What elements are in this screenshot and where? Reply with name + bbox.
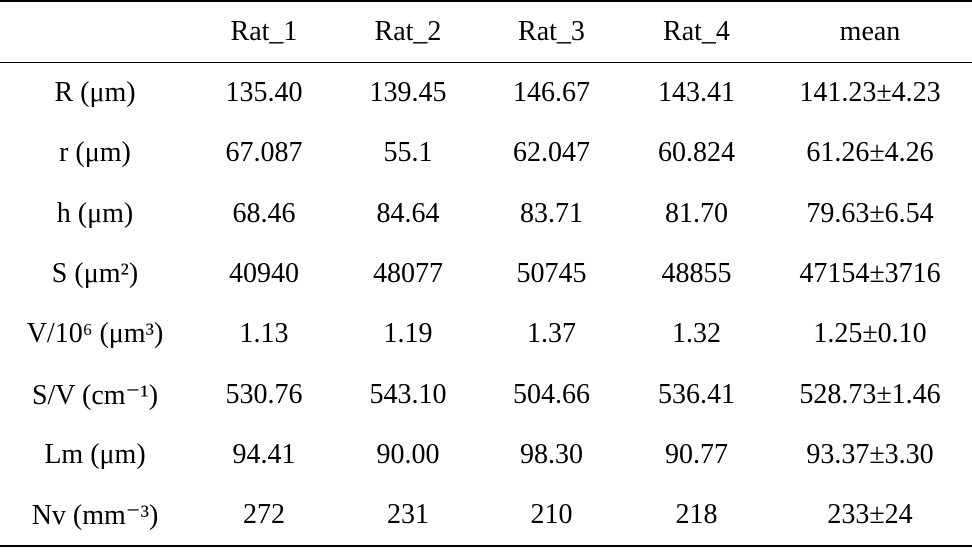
table-cell: 1.13 bbox=[239, 318, 289, 350]
table-cell: 210 bbox=[530, 499, 573, 531]
corner-cell bbox=[0, 1, 190, 63]
table-cell: 1.37 bbox=[527, 318, 576, 350]
table-body: R (μm) 135.40 139.45 146.67 143.41 141.23±4.2… bbox=[0, 63, 972, 547]
table-cell: 218 bbox=[675, 499, 718, 531]
table-row: S (μm²) 40940 48077 50745 48855 47154±3716 bbox=[0, 244, 972, 304]
header-row: Rat_1 Rat_2 Rat_3 Rat_4 mean bbox=[0, 1, 972, 63]
column-header: Rat_1 bbox=[230, 16, 298, 47]
table-row: R (μm) 135.40 139.45 146.67 143.41 141.23±4.2… bbox=[0, 63, 972, 124]
table-cell: 90.00 bbox=[376, 438, 440, 470]
table-cell: 60.824 bbox=[658, 137, 735, 169]
table-cell: 98.30 bbox=[520, 438, 583, 470]
table-cell: 81.70 bbox=[665, 197, 728, 229]
table-cell: 139.45 bbox=[369, 77, 447, 109]
table-cell: 67.087 bbox=[225, 137, 303, 169]
table-cell: 528.73±1.46 bbox=[799, 378, 941, 410]
table-row: h (μm) 68.46 84.64 83.71 81.70 79.63±6.54 bbox=[0, 184, 972, 244]
table-cell: 231 bbox=[387, 499, 429, 531]
table-cell: 83.71 bbox=[520, 197, 583, 229]
column-header: mean bbox=[839, 16, 901, 47]
table-cell: 90.77 bbox=[665, 438, 728, 470]
column-header: Rat_2 bbox=[374, 16, 442, 47]
table-cell: 79.63±6.54 bbox=[806, 197, 934, 229]
table-cell: 50745 bbox=[516, 258, 587, 290]
column-header: Rat_4 bbox=[663, 16, 730, 47]
table-cell: 233±24 bbox=[827, 499, 913, 531]
table-head: Rat_1 Rat_2 Rat_3 Rat_4 mean bbox=[0, 1, 972, 63]
table-cell: 94.41 bbox=[232, 438, 296, 470]
table-cell: 68.46 bbox=[232, 197, 296, 229]
table-cell: 55.1 bbox=[383, 137, 433, 169]
table-cell: 1.25±0.10 bbox=[813, 318, 927, 350]
table-row: Lm (μm) 94.41 90.00 98.30 90.77 93.37±3.30 bbox=[0, 425, 972, 485]
table-cell: 143.41 bbox=[658, 77, 735, 109]
table-cell: 93.37±3.30 bbox=[806, 438, 934, 470]
table-cell: 504.66 bbox=[513, 378, 590, 410]
table-cell: 40940 bbox=[229, 258, 299, 290]
row-label: Lm (μm) bbox=[44, 438, 146, 470]
column-header: Rat_3 bbox=[518, 16, 585, 47]
table-cell: 1.32 bbox=[672, 318, 721, 350]
table-row: Nv (mm⁻³) 272 231 210 218 233±24 bbox=[0, 485, 972, 547]
table-cell: 141.23±4.23 bbox=[799, 77, 941, 109]
table-cell: 146.67 bbox=[513, 77, 590, 109]
table-cell: 48855 bbox=[661, 258, 732, 290]
table-cell: 62.047 bbox=[513, 137, 590, 169]
table-cell: 543.10 bbox=[369, 378, 447, 410]
table-cell: 47154±3716 bbox=[799, 258, 941, 290]
table-cell: 530.76 bbox=[225, 378, 303, 410]
row-label: h (μm) bbox=[56, 197, 134, 229]
table-cell: 48077 bbox=[373, 258, 443, 290]
table-cell: 1.19 bbox=[383, 318, 433, 350]
table-cell: 61.26±4.26 bbox=[806, 137, 934, 169]
table-cell: 536.41 bbox=[658, 378, 735, 410]
row-label: V/10⁶ (μm³) bbox=[26, 318, 164, 350]
row-label: r (μm) bbox=[59, 137, 131, 169]
table-cell: 135.40 bbox=[225, 77, 303, 109]
row-label: Nv (mm⁻³) bbox=[31, 500, 159, 532]
table-row: V/10⁶ (μm³) 1.13 1.19 1.37 1.32 1.25±0.10 bbox=[0, 304, 972, 364]
table-cell: 272 bbox=[243, 499, 285, 531]
row-label: S (μm²) bbox=[51, 258, 139, 290]
table-cell: 84.64 bbox=[376, 197, 440, 229]
row-label: R (μm) bbox=[54, 77, 136, 109]
table-row: S/V (cm⁻¹) 530.76 543.10 504.66 536.41 528.73… bbox=[0, 364, 972, 424]
table-row: r (μm) 67.087 55.1 62.047 60.824 61.26±4.26 bbox=[0, 123, 972, 183]
row-label: S/V (cm⁻¹) bbox=[31, 379, 159, 411]
